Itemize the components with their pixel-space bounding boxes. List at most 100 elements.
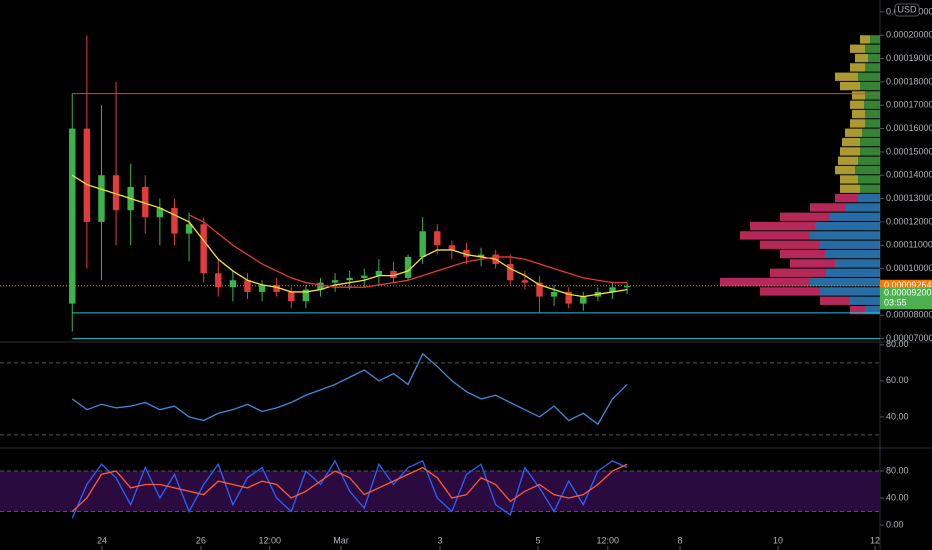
y-tick-label: 0.00015000: [886, 146, 932, 156]
volume-profile-up: [868, 53, 880, 63]
volume-profile-up: [865, 109, 880, 119]
volume-profile-up: [860, 147, 880, 156]
volume-profile-down: [780, 212, 830, 221]
volume-profile-down: [780, 249, 825, 259]
volume-profile-down: [835, 193, 858, 203]
y-tick-label: 40.00: [886, 492, 909, 502]
x-tick-label: 12:00: [597, 535, 620, 545]
candle-body: [580, 296, 587, 304]
volume-profile-up: [858, 193, 880, 203]
volume-profile-down: [840, 175, 858, 184]
candle-body: [346, 277, 353, 281]
candle-body: [229, 280, 237, 288]
volume-profile-up: [865, 44, 880, 53]
stoch-k: [71, 459, 628, 519]
candle-body: [565, 291, 572, 304]
volume-profile-up: [860, 184, 880, 193]
volume-profile-down: [760, 240, 820, 249]
volume-profile-up: [870, 35, 880, 44]
y-tick-label: 60.00: [886, 375, 909, 385]
volume-profile-down: [835, 165, 855, 175]
volume-profile-up: [820, 240, 880, 249]
volume-profile-down: [838, 156, 858, 165]
volume-profile-up: [865, 305, 880, 315]
candle-body: [477, 254, 485, 257]
volume-profile-down: [860, 35, 870, 44]
volume-profile-down: [840, 184, 860, 193]
volume-profile-up: [820, 287, 880, 296]
x-tick-label: 26: [196, 535, 206, 545]
y-tick-label: 0.00017000: [886, 100, 932, 110]
y-tick-label: 0.00020000: [886, 30, 932, 40]
volume-profile-down: [850, 119, 865, 128]
volume-profile-up: [830, 212, 880, 221]
y-tick-label: 0.00018000: [886, 76, 932, 86]
volume-profile-up: [825, 268, 880, 277]
volume-profile-up: [865, 63, 880, 72]
candle-body: [463, 249, 470, 257]
volume-profile-up: [810, 231, 880, 240]
volume-profile-down: [750, 221, 815, 231]
volume-profile-up: [862, 128, 880, 137]
candle-body: [302, 289, 310, 302]
candle-body: [83, 128, 91, 222]
moving-average: [188, 214, 628, 288]
volume-profile-down: [790, 259, 835, 268]
price-badge-label: 0.00009200: [884, 288, 932, 298]
stoch-band: [0, 471, 880, 512]
volume-profile-down: [835, 72, 858, 81]
candle-body: [185, 224, 193, 234]
x-tick-label: 8: [678, 535, 683, 545]
volume-profile-down: [850, 305, 865, 315]
y-tick-label: 0.00016000: [886, 123, 932, 133]
volume-profile-up: [858, 72, 880, 81]
volume-profile-down: [850, 63, 865, 72]
y-tick-label: 0.00014000: [886, 170, 932, 180]
candle-body: [609, 287, 616, 292]
moving-average: [71, 174, 628, 298]
volume-profile-down: [770, 268, 825, 277]
volume-profile-down: [845, 128, 862, 137]
candle-body: [375, 270, 383, 276]
currency-badge: [894, 3, 920, 17]
y-tick-label: 40.00: [886, 411, 909, 421]
y-tick-label: 0.00: [886, 519, 904, 529]
volume-profile-up: [855, 165, 880, 175]
currency-label: USD: [897, 4, 917, 14]
volume-profile-down: [820, 296, 850, 305]
x-tick-label: 12:00: [258, 535, 281, 545]
candle-body: [244, 280, 251, 292]
y-tick-label: 0.00019000: [886, 53, 932, 63]
y-tick-label: 80.00: [886, 465, 909, 475]
y-tick-label: 0.00012000: [886, 216, 932, 226]
candle-body: [361, 275, 368, 278]
volume-profile-down: [720, 277, 810, 287]
x-tick-label: Mar: [333, 535, 349, 545]
candle-body: [521, 280, 529, 283]
candle-body: [390, 270, 397, 278]
volume-profile-down: [760, 287, 820, 296]
candle-body: [273, 284, 280, 292]
candle-body: [550, 291, 558, 297]
y-tick-label: 0.00013000: [886, 193, 932, 203]
candle-body: [331, 280, 339, 283]
candle-body: [623, 285, 631, 288]
candle-body: [200, 224, 207, 274]
candle-body: [142, 186, 149, 218]
volume-profile-up: [864, 100, 880, 109]
volume-profile-down: [840, 147, 860, 156]
x-tick-label: 24: [97, 535, 107, 545]
candle-body: [171, 207, 178, 234]
x-tick-label: 12: [870, 535, 880, 545]
volume-profile-down: [842, 137, 860, 147]
volume-profile-up: [858, 175, 880, 184]
volume-profile-down: [850, 100, 864, 109]
volume-profile-up: [865, 91, 880, 100]
candle-body: [434, 231, 441, 246]
candle-body: [448, 245, 456, 250]
rsi-line: [71, 352, 628, 426]
candle-body: [404, 256, 412, 278]
candle-body: [215, 273, 222, 288]
volume-profile-down: [852, 91, 865, 100]
